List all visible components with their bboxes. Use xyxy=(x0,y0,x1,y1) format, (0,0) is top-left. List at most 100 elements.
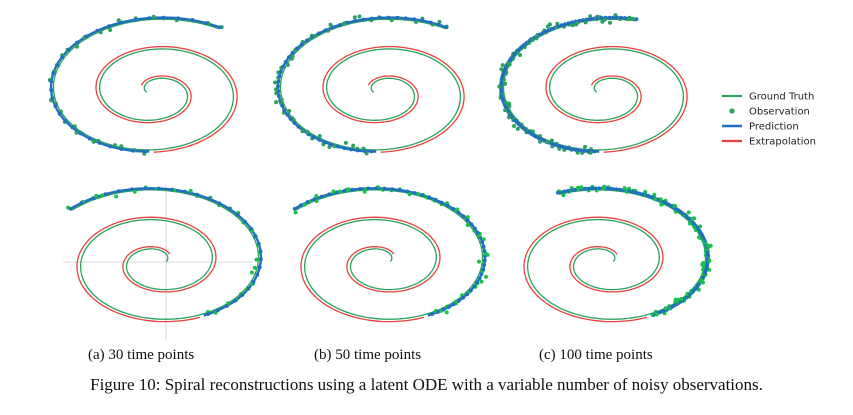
spiral-panel-5 xyxy=(292,185,490,323)
prediction-marker xyxy=(311,135,316,139)
observation-point xyxy=(477,259,481,264)
observation-point xyxy=(343,140,348,145)
observation-point xyxy=(499,67,504,72)
prediction-marker xyxy=(255,272,260,277)
prediction-marker xyxy=(147,16,152,20)
prediction-marker xyxy=(334,190,339,195)
prediction-marker xyxy=(472,284,477,289)
prediction-marker xyxy=(130,187,134,192)
observation-point xyxy=(94,193,99,198)
observation-point xyxy=(112,143,117,148)
ground-truth-line xyxy=(296,189,484,320)
prediction-marker xyxy=(420,18,425,23)
prediction-marker xyxy=(287,55,291,60)
prediction-marker xyxy=(327,192,331,197)
prediction-marker xyxy=(361,17,366,22)
prediction-marker xyxy=(288,117,293,121)
prediction-marker xyxy=(559,144,563,149)
observation-point xyxy=(254,257,259,262)
prediction-marker xyxy=(84,34,89,39)
prediction-marker xyxy=(190,18,195,22)
observation-point xyxy=(332,144,337,149)
prediction-marker xyxy=(574,147,578,152)
observation-point xyxy=(465,215,470,220)
prediction-marker xyxy=(53,104,58,108)
prediction-marker xyxy=(116,189,121,194)
prediction-marker xyxy=(249,226,253,231)
prediction-marker xyxy=(619,15,623,20)
spiral-panel-6 xyxy=(523,184,713,323)
prediction-marker xyxy=(566,188,570,193)
prediction-marker xyxy=(607,186,612,191)
observation-point xyxy=(274,100,279,105)
prediction-marker xyxy=(119,147,124,152)
extrapolation-line xyxy=(95,45,238,153)
prediction-marker xyxy=(469,222,474,227)
prediction-marker xyxy=(258,249,263,254)
legend-label-ground-truth: Ground Truth xyxy=(749,92,814,103)
prediction-marker xyxy=(285,112,290,117)
prediction-marker xyxy=(581,18,585,22)
prediction-marker xyxy=(433,197,438,202)
prediction-marker xyxy=(299,203,303,208)
prediction-marker xyxy=(623,16,627,20)
prediction-marker xyxy=(317,138,322,142)
prediction-marker xyxy=(206,312,211,316)
prediction-marker xyxy=(631,190,636,194)
prediction-marker xyxy=(107,24,111,28)
prediction-marker xyxy=(55,63,59,67)
observation-point xyxy=(328,22,333,27)
prediction-marker xyxy=(563,22,567,27)
prediction-marker xyxy=(566,21,571,26)
observation-point xyxy=(484,274,488,279)
prediction-marker xyxy=(323,140,328,145)
prediction-marker xyxy=(540,31,545,35)
observation-point xyxy=(602,17,607,22)
observation-point xyxy=(98,30,103,35)
subcaption-b: (b) 50 time points xyxy=(314,347,422,363)
observation-point xyxy=(74,130,79,135)
observation-point xyxy=(654,312,659,317)
observation-point xyxy=(608,20,612,25)
prediction-marker xyxy=(461,214,466,219)
prediction-marker xyxy=(217,201,222,206)
observation-point xyxy=(389,18,394,23)
prediction-marker xyxy=(305,38,309,43)
prediction-marker xyxy=(259,257,263,262)
observation-point xyxy=(652,192,657,197)
observation-point xyxy=(274,87,278,92)
prediction-marker xyxy=(290,50,295,55)
observation-point xyxy=(512,124,516,128)
observation-point xyxy=(414,20,418,24)
prediction-marker xyxy=(428,20,433,25)
prediction-marker xyxy=(68,206,73,211)
prediction-marker xyxy=(587,186,591,191)
prediction-marker xyxy=(257,265,262,270)
observation-point xyxy=(699,278,704,283)
prediction-marker xyxy=(481,244,486,249)
legend-label-observation: Observation xyxy=(749,107,810,118)
prediction-marker xyxy=(131,148,135,153)
observation-point xyxy=(627,17,632,22)
observation-point xyxy=(290,54,295,59)
prediction-marker xyxy=(349,147,353,152)
prediction-marker xyxy=(586,149,591,154)
prediction-marker xyxy=(444,25,449,30)
prediction-marker xyxy=(482,263,487,267)
prediction-marker xyxy=(95,28,100,33)
prediction-marker xyxy=(634,190,639,195)
extrapolation-line xyxy=(76,216,217,323)
prediction-marker xyxy=(362,149,367,154)
prediction-marker xyxy=(398,188,402,193)
prediction-marker xyxy=(481,267,486,272)
observation-point xyxy=(579,185,584,190)
prediction-marker xyxy=(597,186,602,191)
prediction-marker xyxy=(50,96,55,100)
prediction-marker xyxy=(75,40,79,45)
observation-point xyxy=(701,261,706,265)
observation-point xyxy=(663,306,668,311)
prediction-marker xyxy=(133,17,138,22)
prediction-marker xyxy=(592,149,597,154)
prediction-marker xyxy=(452,302,456,307)
